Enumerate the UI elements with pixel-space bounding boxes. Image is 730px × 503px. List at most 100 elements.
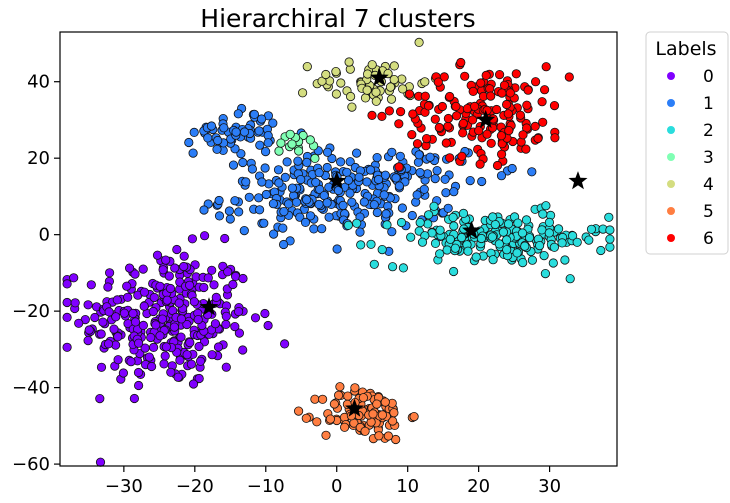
data-point-0 xyxy=(138,320,148,330)
data-point-5 xyxy=(312,417,322,427)
data-point-4 xyxy=(385,82,396,92)
data-point-2 xyxy=(382,220,392,230)
data-point-2 xyxy=(352,218,362,228)
data-point-0 xyxy=(193,314,203,325)
data-point-6 xyxy=(492,160,503,171)
data-point-0 xyxy=(238,345,248,355)
data-point-1 xyxy=(395,151,405,161)
data-point-4 xyxy=(367,60,377,70)
data-point-6 xyxy=(469,101,480,112)
data-point-1 xyxy=(365,165,376,175)
data-point-3 xyxy=(285,129,295,139)
centroid-star-marker xyxy=(199,297,219,316)
data-point-4 xyxy=(414,37,424,48)
data-point-2 xyxy=(541,201,551,211)
legend-marker xyxy=(667,72,675,80)
data-point-1 xyxy=(419,184,429,194)
data-point-0 xyxy=(228,279,238,290)
data-point-0 xyxy=(179,251,189,261)
data-point-6 xyxy=(451,111,462,121)
data-point-1 xyxy=(225,214,235,224)
data-point-1 xyxy=(415,168,425,178)
data-point-0 xyxy=(118,368,129,378)
data-point-1 xyxy=(314,199,324,209)
data-point-2 xyxy=(502,245,512,255)
data-point-5 xyxy=(360,426,370,436)
data-point-0 xyxy=(161,255,171,265)
data-point-0 xyxy=(62,312,72,322)
centroid-star-marker xyxy=(568,171,588,190)
data-point-1 xyxy=(228,160,239,170)
data-point-6 xyxy=(443,113,453,124)
data-point-1 xyxy=(282,157,292,167)
data-point-1 xyxy=(212,144,222,154)
y-tick-label: 0 xyxy=(39,225,50,246)
data-point-4 xyxy=(389,75,399,85)
data-point-0 xyxy=(221,311,231,321)
data-point-1 xyxy=(283,199,294,209)
data-point-1 xyxy=(278,239,289,250)
data-point-2 xyxy=(538,209,548,219)
data-point-6 xyxy=(515,110,526,120)
data-point-6 xyxy=(539,85,550,95)
data-point-1 xyxy=(231,127,241,137)
data-point-0 xyxy=(182,350,192,360)
data-point-5 xyxy=(343,391,353,401)
data-point-6 xyxy=(395,107,406,117)
data-point-5 xyxy=(380,397,390,407)
data-point-6 xyxy=(530,121,540,132)
data-point-0 xyxy=(112,295,122,305)
data-point-0 xyxy=(166,367,176,377)
data-point-0 xyxy=(139,301,149,311)
data-point-0 xyxy=(213,342,224,352)
data-point-1 xyxy=(213,135,223,146)
data-point-1 xyxy=(322,147,333,157)
data-point-4 xyxy=(389,61,399,71)
data-point-0 xyxy=(122,281,132,291)
data-point-4 xyxy=(336,78,346,88)
y-tick-label: −60 xyxy=(12,454,50,475)
data-point-1 xyxy=(311,177,321,187)
data-point-5 xyxy=(321,430,331,440)
data-point-2 xyxy=(450,243,460,253)
data-point-0 xyxy=(147,361,157,372)
data-point-0 xyxy=(113,332,123,342)
data-point-1 xyxy=(254,193,264,203)
data-point-0 xyxy=(69,273,79,283)
data-point-2 xyxy=(356,240,366,250)
data-point-2 xyxy=(488,255,498,265)
data-point-6 xyxy=(468,86,478,97)
data-point-6 xyxy=(496,149,507,159)
data-point-0 xyxy=(172,244,182,255)
data-point-1 xyxy=(239,226,249,236)
legend-frame xyxy=(645,31,729,255)
data-point-2 xyxy=(377,245,387,255)
data-point-6 xyxy=(404,89,415,99)
data-point-4 xyxy=(386,94,397,104)
data-point-0 xyxy=(111,312,121,322)
data-point-0 xyxy=(279,339,290,349)
data-point-1 xyxy=(291,197,302,207)
data-point-0 xyxy=(158,265,168,275)
data-point-5 xyxy=(293,406,304,416)
data-point-1 xyxy=(301,195,312,205)
data-point-4 xyxy=(360,93,371,103)
legend-marker xyxy=(667,234,675,242)
data-point-6 xyxy=(467,115,478,125)
data-point-2 xyxy=(406,232,416,242)
data-point-2 xyxy=(520,241,530,251)
data-point-6 xyxy=(441,138,451,148)
data-point-1 xyxy=(354,172,364,182)
data-point-5 xyxy=(317,394,328,404)
data-point-2 xyxy=(557,238,567,248)
data-point-2 xyxy=(396,217,407,228)
data-point-3 xyxy=(294,146,304,156)
data-point-6 xyxy=(564,72,574,82)
data-point-2 xyxy=(534,241,545,251)
data-point-1 xyxy=(305,211,316,221)
data-point-5 xyxy=(372,399,382,409)
data-point-2 xyxy=(415,218,425,228)
plot-frame xyxy=(59,31,618,467)
x-tick-label: −20 xyxy=(176,476,214,497)
centroid-star-marker xyxy=(369,67,389,86)
